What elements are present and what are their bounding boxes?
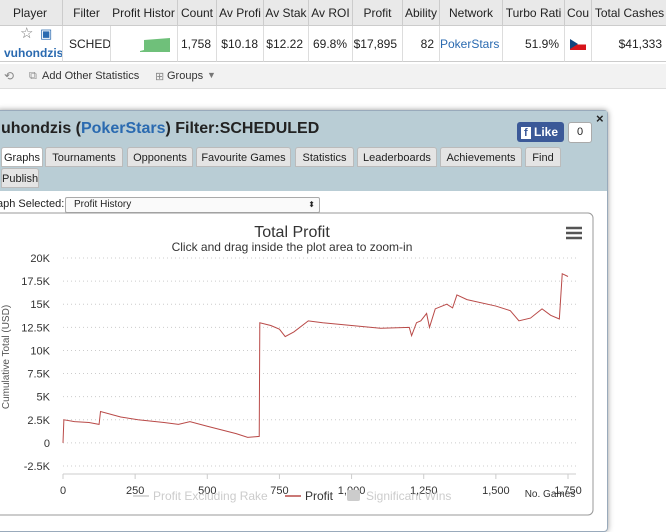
- y-tick-label: 10K: [30, 345, 50, 357]
- cell-text: PokerStars: [440, 26, 503, 62]
- tab[interactable]: Opponents: [127, 147, 193, 167]
- caret: ▼: [207, 70, 216, 80]
- column-header[interactable]: Filter: [63, 0, 111, 26]
- column-header[interactable]: Cou: [565, 0, 592, 26]
- column-header[interactable]: Profit Histor: [110, 0, 178, 26]
- y-tick-label: 5K: [37, 392, 51, 404]
- column-header[interactable]: Turbo Rati: [503, 0, 565, 26]
- tab[interactable]: Leaderboards: [357, 147, 437, 167]
- column-header[interactable]: Profit: [353, 0, 403, 26]
- column-header[interactable]: Total Cashes: [592, 0, 666, 26]
- table-cell: [565, 26, 592, 62]
- player-link[interactable]: vuhondzis: [4, 46, 63, 60]
- cell-text: 1,758: [178, 26, 217, 62]
- cell-text: $12.22: [264, 26, 309, 62]
- add-stats[interactable]: Add Other Statistics: [42, 70, 140, 82]
- legend-label: Profit Excluding Rake: [153, 489, 268, 503]
- x-tick-label: 0: [60, 485, 66, 497]
- like-text: Like: [534, 125, 559, 139]
- graph-select[interactable]: Profit History ⬍: [65, 197, 320, 213]
- legend-symbol: [347, 490, 360, 501]
- tab[interactable]: Find: [525, 147, 561, 167]
- x-tick-label: 1,250: [410, 485, 438, 497]
- chart-title: Total Profit: [254, 224, 330, 241]
- tab[interactable]: Publish: [1, 168, 39, 188]
- tab[interactable]: Achievements: [440, 147, 522, 167]
- y-tick-label: 2.5K: [27, 415, 50, 427]
- y-tick-label: 20K: [30, 253, 50, 265]
- icon: ⟲: [4, 69, 15, 83]
- cell-text: 51.9%: [503, 26, 565, 62]
- x-axis-label: No. Games: [525, 489, 576, 500]
- column-header[interactable]: Av ROI: [309, 0, 353, 26]
- y-tick-label: 17.5K: [21, 276, 50, 288]
- y-tick-label: 0: [44, 438, 50, 450]
- title-text: ) Filter:SCHEDULED: [165, 120, 320, 137]
- y-tick-label: 15K: [30, 299, 50, 311]
- cell-text: $17,895: [353, 26, 403, 62]
- graph-label: aph Selected:: [0, 198, 65, 210]
- close-button[interactable]: ×: [596, 111, 604, 126]
- legend-label: Profit: [305, 489, 334, 503]
- column-header[interactable]: Av Profi: [217, 0, 264, 26]
- column-header[interactable]: Player: [0, 0, 63, 26]
- toolbar: ⟲ ⧉ Add Other Statistics ⊞ Groups ▼: [0, 64, 666, 89]
- y-tick-label: -2.5K: [24, 461, 51, 473]
- y-axis-label: Cumulative Total (USD): [1, 305, 12, 409]
- title-text: uhondzis (: [1, 120, 81, 137]
- x-tick-label: 250: [126, 485, 144, 497]
- chart-subtitle: Click and drag inside the plot area to z…: [172, 240, 413, 254]
- icon: ⧉: [29, 70, 37, 82]
- table-cell: ☆ ▣ vuhondzis: [0, 26, 63, 62]
- chart: Total Profit Click and drag inside the p…: [0, 212, 594, 516]
- y-tick-label: 7.5K: [27, 369, 50, 381]
- column-header[interactable]: Av Stak: [264, 0, 309, 26]
- cell-text: SCHEDU: [63, 26, 111, 62]
- x-tick-label: 750: [270, 485, 288, 497]
- y-tick-label: 12.5K: [21, 322, 50, 334]
- table-cell: [110, 26, 178, 62]
- x-tick-label: 500: [198, 485, 216, 497]
- tab[interactable]: Tournaments: [45, 147, 123, 167]
- x-tick-label: 1,750: [554, 485, 582, 497]
- column-header[interactable]: Ability: [403, 0, 440, 26]
- icon: ⊞: [155, 71, 165, 83]
- x-tick-label: 1,500: [482, 485, 510, 497]
- column-header[interactable]: Count: [178, 0, 217, 26]
- cell-text: 82: [403, 26, 440, 62]
- tab[interactable]: Favourite Games: [196, 147, 291, 167]
- tab[interactable]: Graphs: [1, 147, 43, 167]
- groups[interactable]: Groups: [167, 70, 204, 82]
- select-text: Profit History: [74, 199, 132, 210]
- column-header[interactable]: Network: [440, 0, 503, 26]
- dialog-title: uhondzis (PokerStars) Filter:SCHEDULED: [1, 120, 319, 138]
- chart-frame: [0, 212, 594, 516]
- cell-text: $41,333: [592, 26, 666, 62]
- legend-label: Significant Wins: [366, 489, 451, 503]
- like-count: 0: [568, 122, 592, 143]
- tab[interactable]: Statistics: [295, 147, 354, 167]
- cell-text: $10.18: [217, 26, 264, 62]
- network-link[interactable]: PokerStars: [80, 120, 166, 137]
- like-button[interactable]: f Like: [517, 122, 564, 142]
- profit-line: [62, 272, 569, 443]
- sparkline: [114, 38, 170, 52]
- menu-button[interactable]: [566, 226, 582, 240]
- cell-text: 69.8%: [309, 26, 353, 62]
